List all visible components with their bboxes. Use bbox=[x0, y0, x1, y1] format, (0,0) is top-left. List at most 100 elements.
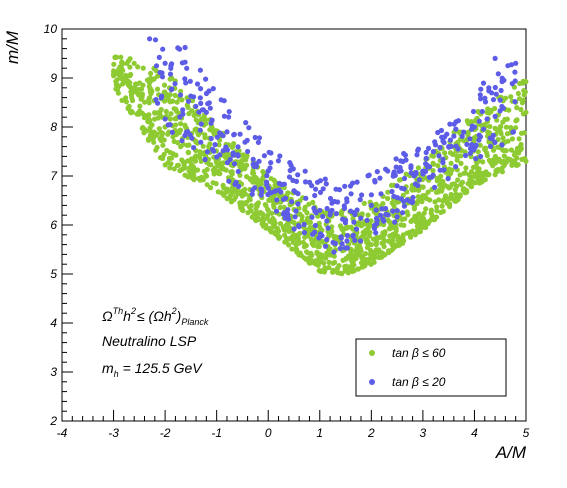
point-tanb20 bbox=[325, 225, 331, 231]
point-tanb60 bbox=[175, 162, 181, 168]
point-tanb20 bbox=[513, 60, 519, 66]
point-tanb60 bbox=[162, 162, 168, 168]
point-tanb60 bbox=[153, 131, 159, 137]
y-tick-label: 10 bbox=[44, 22, 58, 36]
point-tanb60 bbox=[228, 188, 234, 194]
point-tanb20 bbox=[392, 172, 398, 178]
point-tanb20 bbox=[344, 238, 350, 244]
point-tanb60 bbox=[487, 123, 493, 130]
point-tanb20 bbox=[385, 168, 391, 174]
point-tanb20 bbox=[359, 192, 365, 198]
point-tanb60 bbox=[171, 106, 177, 112]
point-tanb20 bbox=[179, 60, 185, 66]
point-tanb60 bbox=[414, 200, 420, 207]
point-tanb60 bbox=[143, 128, 149, 134]
point-tanb60 bbox=[167, 149, 173, 155]
point-tanb20 bbox=[167, 71, 174, 77]
point-tanb20 bbox=[357, 197, 363, 203]
annot-m-sub: h bbox=[114, 369, 119, 379]
point-tanb60 bbox=[520, 111, 527, 117]
point-tanb60 bbox=[202, 132, 208, 138]
point-tanb60 bbox=[426, 218, 432, 224]
point-tanb20 bbox=[481, 126, 487, 132]
point-tanb20 bbox=[464, 141, 470, 147]
point-tanb20 bbox=[261, 153, 267, 159]
point-tanb60 bbox=[397, 177, 403, 183]
point-tanb60 bbox=[478, 178, 484, 184]
point-tanb60 bbox=[129, 95, 135, 101]
point-tanb20 bbox=[341, 203, 347, 209]
point-tanb20 bbox=[378, 212, 384, 218]
point-tanb60 bbox=[271, 177, 277, 183]
annot-m: m bbox=[102, 360, 114, 376]
point-tanb60 bbox=[189, 108, 195, 114]
point-tanb20 bbox=[301, 221, 307, 228]
annot-le: ≤ (Ωh bbox=[137, 308, 172, 324]
point-tanb60 bbox=[447, 184, 453, 190]
point-tanb20 bbox=[246, 125, 252, 131]
point-tanb60 bbox=[464, 118, 470, 124]
point-tanb20 bbox=[231, 131, 237, 137]
point-tanb60 bbox=[354, 252, 360, 258]
point-tanb60 bbox=[139, 94, 145, 100]
point-tanb20 bbox=[498, 87, 504, 94]
point-tanb20 bbox=[317, 189, 324, 195]
x-tick-label: -2 bbox=[160, 426, 171, 440]
point-tanb20 bbox=[331, 249, 337, 255]
point-tanb60 bbox=[389, 182, 395, 188]
point-tanb60 bbox=[365, 259, 371, 265]
point-tanb60 bbox=[480, 159, 486, 165]
point-tanb60 bbox=[434, 204, 440, 210]
point-tanb60 bbox=[200, 143, 206, 149]
point-tanb60 bbox=[196, 175, 202, 182]
point-tanb20 bbox=[425, 145, 432, 151]
point-tanb60 bbox=[432, 199, 438, 205]
point-tanb20 bbox=[413, 169, 419, 176]
point-tanb60 bbox=[192, 154, 198, 160]
point-tanb20 bbox=[191, 145, 197, 151]
point-tanb60 bbox=[386, 249, 392, 256]
point-tanb20 bbox=[220, 133, 226, 139]
point-tanb60 bbox=[508, 94, 514, 100]
point-tanb20 bbox=[324, 236, 330, 243]
point-tanb20 bbox=[374, 218, 380, 224]
point-tanb20 bbox=[160, 46, 166, 52]
point-tanb60 bbox=[323, 254, 329, 260]
point-tanb60 bbox=[330, 269, 336, 275]
point-tanb20 bbox=[223, 144, 229, 150]
point-tanb60 bbox=[274, 225, 280, 231]
point-tanb20 bbox=[390, 208, 396, 214]
point-tanb20 bbox=[167, 122, 173, 128]
point-tanb20 bbox=[393, 156, 399, 162]
point-tanb20 bbox=[187, 132, 193, 138]
point-tanb20 bbox=[397, 164, 403, 171]
point-tanb60 bbox=[197, 155, 203, 161]
legend-label-tanb20: tan β ≤ 20 bbox=[392, 375, 446, 389]
point-tanb60 bbox=[249, 214, 255, 220]
point-tanb20 bbox=[221, 113, 227, 119]
point-tanb20 bbox=[470, 108, 477, 115]
point-tanb20 bbox=[492, 55, 498, 62]
x-tick-label: -3 bbox=[108, 426, 119, 440]
point-tanb60 bbox=[159, 132, 165, 138]
point-tanb20 bbox=[401, 203, 407, 209]
point-tanb20 bbox=[467, 150, 473, 156]
point-tanb60 bbox=[508, 147, 514, 153]
point-tanb20 bbox=[277, 153, 283, 159]
point-tanb20 bbox=[492, 84, 498, 91]
point-tanb60 bbox=[385, 189, 391, 195]
point-tanb60 bbox=[191, 175, 197, 181]
point-tanb20 bbox=[398, 196, 404, 202]
point-tanb60 bbox=[148, 90, 154, 97]
point-tanb60 bbox=[373, 201, 379, 207]
point-tanb20 bbox=[499, 142, 505, 148]
point-tanb60 bbox=[177, 168, 183, 174]
point-tanb20 bbox=[295, 172, 301, 178]
point-tanb20 bbox=[250, 156, 256, 162]
point-tanb20 bbox=[208, 135, 214, 142]
point-tanb60 bbox=[421, 210, 427, 216]
point-tanb60 bbox=[385, 195, 391, 202]
point-tanb60 bbox=[464, 188, 470, 194]
point-tanb60 bbox=[253, 174, 259, 181]
point-tanb20 bbox=[159, 93, 165, 99]
